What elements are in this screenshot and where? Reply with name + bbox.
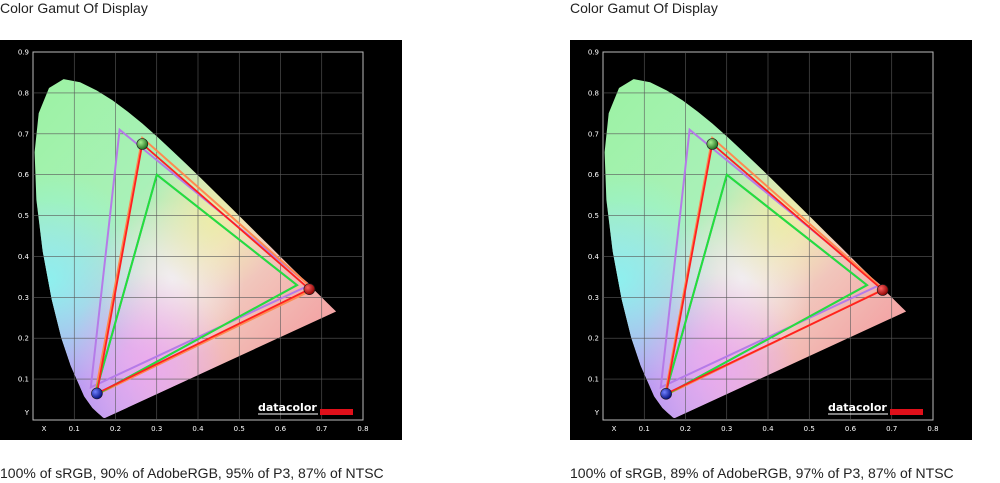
y-tick-label: 0.6 (588, 171, 600, 179)
reference-gamut-triangle (93, 135, 316, 398)
reference-gamut-triangle (663, 172, 869, 398)
cie-chart-svg: 0.1 0.2 0.3 0.4 0.5 0.6 0.7 0.8 0.1 0.2 0.3 0.4 0.5 0… (18, 49, 369, 434)
y-tick-label: 0.4 (588, 253, 600, 261)
x-tick-label: 0.8 (357, 425, 368, 433)
chart-title: Color Gamut Of Display (0, 0, 148, 16)
x-tick-label: 0.4 (762, 425, 774, 433)
cie-chart-svg: 0.1 0.2 0.3 0.4 0.5 0.6 0.7 0.8 0.1 0.2 0.3 0.4 0.5 0… (588, 49, 939, 434)
x-tick-label: 0.3 (151, 425, 162, 433)
y-tick-label: 0.9 (588, 49, 599, 57)
brand-logo-text: datacolor (258, 401, 317, 414)
brand-bar (890, 409, 923, 415)
x-tick-label: 0.2 (110, 425, 121, 433)
chart-panel-right: Color Gamut Of Display 0.1 0.2 0.3 0.4 0.5 0.… (570, 0, 1000, 483)
x-axis-label: X (42, 425, 47, 433)
y-tick-label: 0.3 (588, 294, 599, 302)
y-axis-label: Y (594, 409, 600, 417)
y-tick-label: 0.7 (588, 130, 599, 138)
x-tick-label: 0.1 (639, 425, 650, 433)
x-tick-label: 0.3 (721, 425, 732, 433)
primary-marker-blue (91, 387, 103, 400)
y-tick-label: 0.8 (18, 89, 29, 97)
y-tick-label: 0.1 (588, 376, 599, 384)
x-tick-label: 0.5 (234, 425, 245, 433)
x-tick-label: 0.6 (845, 425, 857, 433)
y-tick-label: 0.5 (588, 212, 599, 220)
y-tick-label: 0.8 (588, 89, 599, 97)
y-tick-label: 0.6 (18, 171, 30, 179)
y-tick-label: 0.4 (18, 253, 30, 261)
x-tick-label: 0.6 (275, 425, 287, 433)
brand-bar (320, 409, 353, 415)
grid (33, 52, 363, 420)
primary-marker-red (303, 283, 316, 295)
x-tick-label: 0.8 (927, 425, 938, 433)
chart-panel-left: Color Gamut Of Display 0.1 0.2 0.3 0.4 0.5 0.… (0, 0, 430, 483)
primary-marker-green (706, 138, 719, 150)
brand-logo-text: datacolor (828, 401, 887, 414)
y-axis-label: Y (24, 409, 30, 417)
y-tick-label: 0.2 (18, 335, 29, 343)
x-axis-label: X (612, 425, 617, 433)
x-tick-label: 0.5 (804, 425, 815, 433)
reference-gamut-triangle (659, 127, 882, 389)
display-gamut-triangle (664, 142, 885, 396)
y-tick-label: 0.9 (18, 49, 29, 57)
chart-caption: 100% of sRGB, 90% of AdobeRGB, 95% of P3… (0, 465, 384, 481)
primary-marker-red (876, 284, 889, 296)
cie-plot: 0.1 0.2 0.3 0.4 0.5 0.6 0.7 0.8 0.1 0.2 0.3 0.4 0.5 0… (0, 40, 402, 440)
x-tick-label: 0.4 (192, 425, 204, 433)
display-gamut-triangle (95, 142, 312, 395)
y-tick-label: 0.2 (588, 335, 599, 343)
chart-title: Color Gamut Of Display (570, 0, 718, 16)
primary-marker-blue (660, 388, 672, 400)
x-tick-label: 0.1 (69, 425, 80, 433)
x-tick-label: 0.7 (886, 425, 897, 433)
y-tick-label: 0.3 (18, 294, 29, 302)
chart-caption: 100% of sRGB, 89% of AdobeRGB, 97% of P3… (570, 465, 954, 481)
x-tick-label: 0.7 (316, 425, 327, 433)
y-tick-label: 0.1 (18, 376, 29, 384)
reference-gamut-triangle (93, 172, 299, 398)
y-tick-label: 0.5 (18, 212, 29, 220)
cie-plot: 0.1 0.2 0.3 0.4 0.5 0.6 0.7 0.8 0.1 0.2 0.3 0.4 0.5 0… (570, 40, 972, 440)
x-tick-label: 0.2 (680, 425, 691, 433)
primary-marker-green (136, 138, 149, 150)
y-tick-label: 0.7 (18, 130, 29, 138)
